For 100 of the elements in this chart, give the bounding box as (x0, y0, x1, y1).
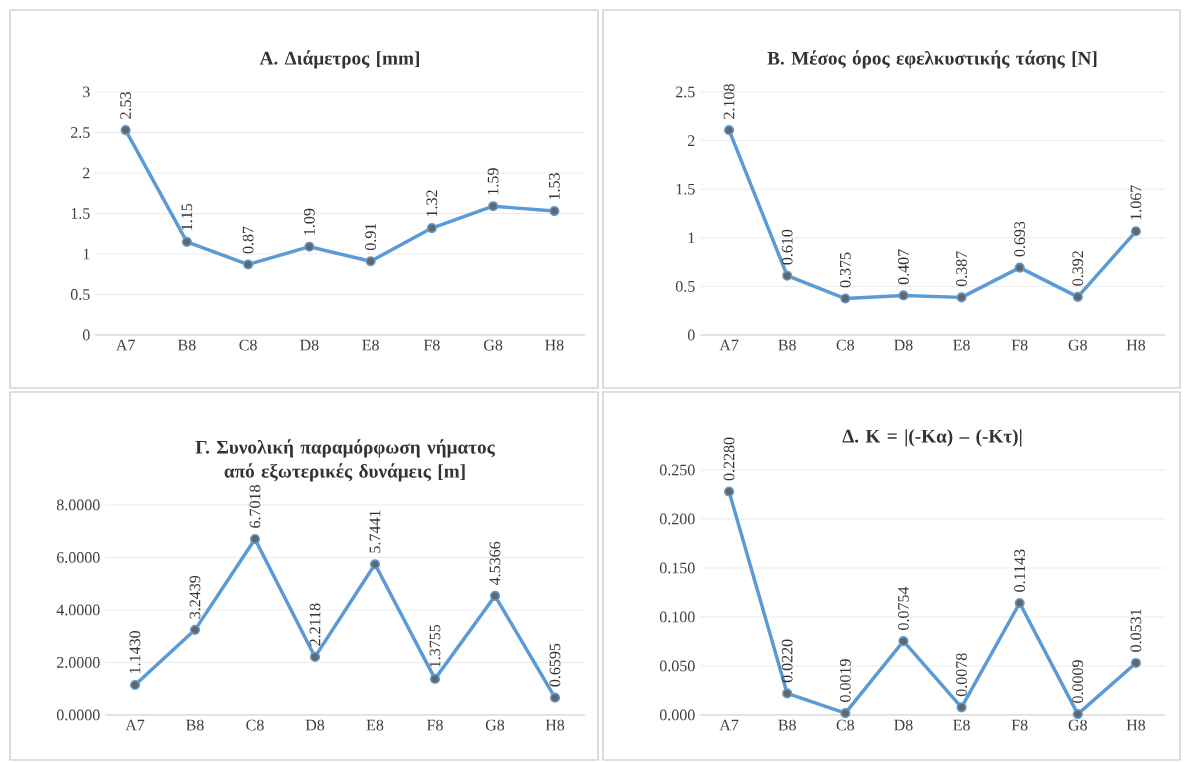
point (309, 651, 321, 662)
data-label: 1.067 (1130, 185, 1142, 220)
data-label: 0.375 (839, 252, 851, 288)
x-tick-label: A7 (719, 339, 739, 351)
y-tick-label: 0.200 (659, 513, 695, 525)
point (181, 236, 192, 247)
chart-title: Γ. Συνολική παραμόρφωση νήματος από εξωτερικές δυνάμεις [m] (195, 439, 495, 482)
data-label: 4.5366 (489, 541, 501, 586)
data-label: 1.53 (548, 173, 560, 200)
y-tick-label: 0.5 (675, 280, 695, 292)
x-tick-label: C8 (836, 339, 855, 351)
x-tick-label: E8 (953, 719, 970, 731)
y-tick-label: 0.0000 (56, 709, 100, 721)
x-tick-label: A7 (116, 339, 135, 351)
point (549, 692, 561, 703)
x-tick-label: C8 (836, 719, 855, 731)
chart-title: Α. Διάμετρος [mm] (259, 50, 419, 69)
x-tick-label: H8 (1126, 719, 1146, 731)
point (1130, 226, 1141, 237)
x-tick-label: F8 (1011, 719, 1028, 731)
x-tick-label: D8 (300, 339, 319, 351)
data-label: 5.7441 (369, 510, 381, 553)
x-tick-label: D8 (305, 719, 325, 731)
point (365, 256, 376, 267)
data-label: 0.0019 (839, 659, 851, 702)
point (724, 486, 735, 497)
y-tick-label: 1 (688, 232, 695, 244)
x-tick-label: H8 (545, 719, 565, 731)
y-tick-label: 0.000 (659, 709, 695, 721)
x-tick-label: E8 (362, 339, 379, 351)
x-tick-label: F8 (1011, 339, 1028, 351)
data-label: 0.0078 (956, 653, 967, 697)
chart-title: Β. Μέσος όρος εφελκυστικής τάσης [N] (767, 50, 1097, 69)
y-tick-label: 1 (83, 248, 90, 260)
y-tick-label: 0.250 (659, 464, 695, 476)
point (549, 206, 560, 217)
point (724, 125, 735, 136)
data-label: 2.2118 (309, 603, 321, 646)
data-label: 2.53 (120, 92, 132, 119)
data-label: 0.392 (1072, 251, 1084, 286)
x-tick-label: B8 (778, 339, 796, 351)
y-tick-label: 0.050 (659, 660, 695, 672)
point (956, 702, 967, 713)
x-tick-label: G8 (1068, 339, 1087, 351)
point (1130, 657, 1141, 669)
y-tick-label: 4.0000 (56, 604, 100, 616)
point (369, 559, 381, 570)
y-tick-label: 0.100 (659, 611, 695, 623)
data-label: 0.387 (956, 251, 967, 287)
point (129, 679, 141, 691)
point (840, 708, 851, 719)
data-label: 1.15 (181, 203, 193, 230)
point (120, 125, 131, 136)
data-label: 1.09 (303, 208, 315, 235)
point (898, 290, 909, 301)
data-label: 0.87 (242, 226, 254, 254)
data-label: 3.2439 (189, 575, 201, 619)
point (1014, 262, 1025, 273)
data-label: 1.32 (426, 190, 438, 217)
point (429, 673, 441, 684)
x-tick-label: C8 (239, 339, 257, 351)
data-label: 0.6595 (549, 643, 561, 687)
y-tick-label: 2 (688, 135, 695, 146)
data-label: 1.3755 (429, 624, 441, 667)
y-tick-label: 0.150 (659, 562, 695, 574)
data-label: 0.610 (781, 229, 793, 265)
y-tick-label: 2 (83, 167, 90, 179)
point (488, 201, 499, 212)
data-label: 0.91 (365, 223, 377, 251)
point (426, 223, 437, 234)
y-tick-label: 6.0000 (56, 552, 100, 563)
point (489, 590, 501, 601)
data-label: 0.407 (898, 249, 909, 285)
y-tick-label: 0 (687, 329, 695, 341)
y-tick-label: 8.0000 (56, 499, 100, 511)
y-tick-label: 2.0000 (57, 657, 100, 668)
x-tick-label: D8 (894, 339, 913, 351)
data-label: 0.2280 (723, 437, 735, 481)
y-tick-label: 0.5 (70, 289, 90, 300)
x-tick-label: G8 (1068, 719, 1087, 731)
x-tick-label: C8 (246, 719, 264, 731)
data-label: 0.1143 (1014, 549, 1026, 592)
data-label: 0.693 (1014, 221, 1026, 257)
x-tick-label: B8 (778, 719, 796, 731)
y-tick-label: 2.5 (71, 127, 90, 138)
x-tick-label: F8 (423, 339, 440, 351)
point (304, 241, 315, 252)
point (956, 292, 967, 303)
data-label: 0.0531 (1130, 609, 1142, 652)
point (1014, 597, 1025, 609)
x-tick-label: B8 (178, 339, 196, 351)
y-tick-label: 1.5 (676, 183, 695, 195)
data-label: 0.0220 (781, 639, 793, 683)
chart-title: Δ. K = |(-Kα) – (-Kτ)| (842, 429, 1022, 447)
point (189, 624, 201, 635)
x-tick-label: A7 (719, 719, 739, 731)
x-tick-label: D8 (894, 719, 913, 731)
point (1072, 291, 1083, 302)
x-tick-label: H8 (1126, 339, 1146, 351)
x-tick-label: B8 (186, 719, 204, 731)
